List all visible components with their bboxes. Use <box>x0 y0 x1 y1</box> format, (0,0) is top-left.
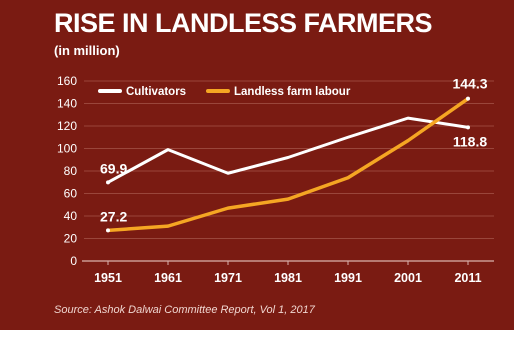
data-point <box>106 228 110 233</box>
y-tick-label: 120 <box>57 119 77 133</box>
legend-label-1: Landless farm labour <box>234 86 351 98</box>
data-point <box>466 96 470 101</box>
data-labels: 69.9 27.2 144.3 118.8 <box>100 76 488 225</box>
y-tick-label: 20 <box>64 232 78 246</box>
x-tick-label: 1981 <box>274 271 302 285</box>
x-tick-label: 2011 <box>454 271 481 285</box>
y-tick-label: 60 <box>64 187 78 201</box>
y-tick-label: 140 <box>57 97 77 111</box>
legend: Cultivators Landless farm labour <box>98 86 351 98</box>
data-label: 69.9 <box>100 160 127 176</box>
y-tick-label: 100 <box>57 142 77 156</box>
data-point <box>106 180 110 185</box>
gridlines <box>84 80 494 239</box>
chart-card: RISE IN LANDLESS FARMERS (in million) 0 2… <box>0 0 514 330</box>
x-tick-label: 1971 <box>214 271 242 285</box>
y-tick-label: 0 <box>70 254 77 268</box>
y-tick-label: 160 <box>57 74 77 88</box>
x-tick-label: 1961 <box>154 271 182 285</box>
y-tick-label: 80 <box>64 164 78 178</box>
data-label: 27.2 <box>100 208 127 224</box>
series-line-1 <box>106 96 470 233</box>
x-tick-label: 1951 <box>94 271 122 285</box>
line-chart: 0 20 40 60 80 100 120 140 160 1951 1961 1971 1981 199… <box>57 74 494 285</box>
y-tick-label: 40 <box>64 209 78 223</box>
source-note: Source: Ashok Dalwai Committee Report, V… <box>54 304 315 316</box>
x-tick-label: 2001 <box>394 271 422 285</box>
data-point <box>466 125 470 130</box>
series-lines <box>106 96 470 233</box>
legend-label-0: Cultivators <box>126 86 186 98</box>
chart-subtitle: (in million) <box>54 43 120 58</box>
chart-title: RISE IN LANDLESS FARMERS <box>54 8 433 38</box>
series-line-0 <box>106 116 470 184</box>
axes: 0 20 40 60 80 100 120 140 160 1951 1961 1971 1981 199… <box>57 74 494 285</box>
data-label: 118.8 <box>453 133 487 149</box>
data-label: 144.3 <box>452 76 487 92</box>
x-tick-label: 1991 <box>334 271 362 285</box>
